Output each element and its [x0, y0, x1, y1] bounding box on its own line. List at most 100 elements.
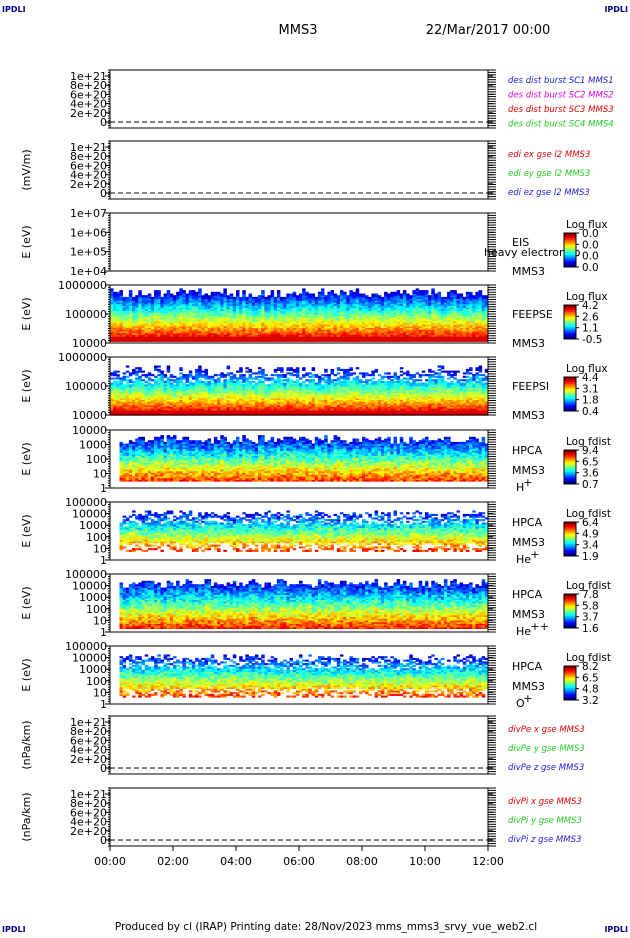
spectrogram-cell: [211, 383, 215, 385]
spectrogram-cell: [362, 300, 366, 302]
spectrogram-cell: [268, 295, 272, 297]
spectrogram-cell: [173, 384, 177, 386]
spectrogram-cell: [280, 374, 284, 376]
spectrogram-cell: [343, 300, 347, 302]
spectrogram-cell: [438, 292, 442, 294]
spectrogram-cell: [132, 300, 136, 302]
spectrogram-cell: [179, 329, 183, 331]
spectrogram-cell: [290, 294, 294, 296]
spectrogram-cell: [431, 300, 435, 302]
spectrogram-cell: [400, 294, 404, 296]
spectrogram-cell: [154, 379, 158, 381]
spectrogram-cell: [337, 329, 341, 331]
spectrogram-cell: [201, 300, 205, 302]
colorbar-tick-label: 2.6: [582, 311, 599, 323]
spectrogram-cell: [223, 288, 227, 290]
spectrogram-cell: [327, 300, 331, 302]
spectrogram-cell: [189, 300, 193, 302]
y-axis-label: (mV/m): [20, 149, 33, 190]
spectrogram-cell: [182, 401, 186, 403]
spectrogram-cell: [236, 300, 240, 302]
spectrogram-cell: [157, 378, 161, 380]
spectrogram-cell: [167, 401, 171, 403]
spectrogram-cell: [434, 300, 438, 302]
spectrogram-cell: [299, 294, 303, 296]
spectrogram-cell: [447, 292, 451, 294]
spectrogram-cell: [258, 300, 262, 302]
spectrogram-cell: [138, 401, 142, 403]
spectrogram-cell: [457, 329, 461, 331]
spectrogram-cell: [318, 292, 322, 294]
spectrogram-cell: [457, 294, 461, 296]
spectrogram-cell: [120, 290, 124, 292]
spectrogram-cell: [245, 371, 249, 373]
spectrogram-cell: [299, 300, 303, 302]
spectrogram-cell: [428, 300, 432, 302]
spectrogram-cell: [349, 290, 353, 292]
spectrogram-cell: [173, 376, 177, 378]
spectrogram-cell: [280, 379, 284, 381]
spectrogram-cell: [214, 329, 218, 331]
y-axis-label: E (eV): [20, 297, 33, 330]
spectrogram-cell: [129, 379, 133, 381]
spectrogram-cell: [356, 329, 360, 331]
spectrogram-cell: [302, 288, 306, 290]
spectrogram-cell: [233, 374, 237, 376]
spectrogram-cell: [271, 290, 275, 292]
spectrogram-cell: [249, 381, 253, 383]
spectrogram-cell: [160, 300, 164, 302]
spectrogram-cell: [302, 329, 306, 331]
spectrogram-cell: [132, 369, 136, 371]
spectrogram-cell: [186, 329, 190, 331]
spectrogram-cell: [346, 295, 350, 297]
spectrogram-cell: [242, 374, 246, 376]
spectrogram-cell: [142, 374, 146, 376]
spectrogram-cell: [482, 300, 486, 302]
spectrogram-cell: [211, 300, 215, 302]
spectrogram-cell: [170, 401, 174, 403]
corner-label-top-left: IPDLI: [2, 5, 26, 14]
spectrogram-cell: [416, 329, 420, 331]
spectrogram-cell: [286, 372, 290, 374]
spectrogram-cell: [472, 295, 476, 297]
spectrogram-cell: [324, 295, 328, 297]
spectrogram-cell: [145, 401, 149, 403]
spectrogram-cell: [381, 329, 385, 331]
spectrogram-cell: [157, 401, 161, 403]
spectrogram-cell: [167, 366, 171, 368]
spectrogram-cell: [390, 292, 394, 294]
spectrogram-cell: [255, 376, 259, 378]
spectrogram-cell: [290, 379, 294, 381]
spectrogram-cell: [384, 292, 388, 294]
spectrogram-cell: [236, 329, 240, 331]
spectrogram-cell: [135, 295, 139, 297]
spectrogram-cell: [315, 300, 319, 302]
spectrogram-cell: [233, 329, 237, 331]
spectrogram-cell: [359, 294, 363, 296]
spectrogram-cell: [280, 367, 284, 369]
spectrogram-cell: [441, 297, 445, 299]
spectrogram-cell: [378, 295, 382, 297]
spectrogram-cell: [148, 372, 152, 374]
spectrogram-cell: [220, 401, 224, 403]
spectrogram-cell: [271, 300, 275, 302]
spectrogram-cell: [176, 329, 180, 331]
spectrogram-cell: [245, 297, 249, 299]
y-tick-label: 0: [100, 116, 107, 129]
spectrogram-cell: [453, 290, 457, 292]
spectrogram-cell: [242, 300, 246, 302]
spectrogram-cell: [280, 300, 284, 302]
spectrogram-cell: [274, 300, 278, 302]
spectrogram-cell: [258, 376, 262, 378]
spectrogram-cell: [368, 300, 372, 302]
legend-entry: des dist burst SC1 MMS1: [508, 76, 614, 86]
spectrogram-cell: [268, 329, 272, 331]
spectrogram-cell: [387, 329, 391, 331]
spectrogram-cell: [387, 294, 391, 296]
spectrogram-cell: [290, 372, 294, 374]
spectrogram-cell: [245, 329, 249, 331]
spectrogram-cell: [475, 329, 479, 331]
instrument-label: FEEPSE: [512, 308, 553, 321]
spectrogram-cell: [116, 371, 120, 373]
spectrogram-cell: [195, 329, 199, 331]
